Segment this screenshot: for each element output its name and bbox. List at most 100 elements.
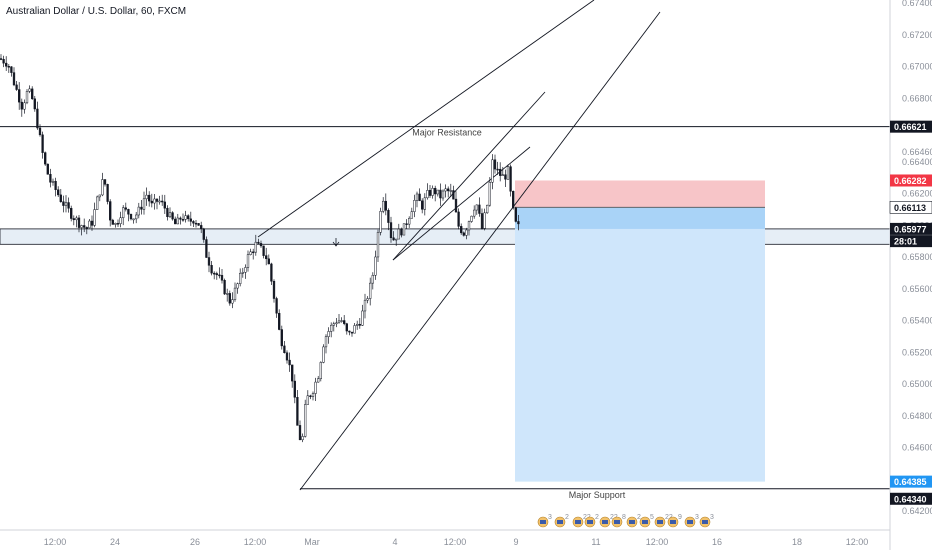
event-flag[interactable]: 3 (537, 514, 552, 528)
candle-body (517, 221, 520, 225)
price-tag-label: 0.64385 (894, 477, 927, 487)
candle-body (241, 272, 244, 274)
candle-body (51, 180, 55, 183)
candle-body (80, 225, 83, 228)
candle-body (54, 180, 57, 190)
down-arrow-icon (332, 238, 340, 247)
candle-body (148, 194, 151, 202)
candle-body (231, 299, 234, 304)
candle-body (272, 280, 276, 299)
candle-body (483, 212, 486, 229)
candle-body (246, 254, 250, 268)
time-tick-label: 4 (392, 537, 397, 547)
candle-body (67, 202, 70, 209)
take-profit-zone (515, 207, 765, 482)
candle-body (15, 84, 18, 90)
time-tick-label: 12:00 (646, 537, 669, 547)
candle-body (343, 320, 346, 324)
event-flags[interactable]: 3 2 22 2 22 8 2 5 22 9 3 3 (537, 514, 714, 528)
event-flag[interactable]: 22 (654, 514, 673, 528)
event-flag[interactable]: 3 (699, 514, 714, 528)
price-tag-label: 0.66621 (894, 122, 927, 132)
flag-icon-fill (657, 520, 663, 524)
candle-body (509, 166, 512, 192)
price-axis[interactable]: 0.67400 0.67200 0.67000 0.66800 0.664600.664… (889, 0, 932, 550)
flag-icon-fill (670, 520, 676, 524)
candle-body (413, 200, 416, 212)
price-tag-bg (890, 235, 932, 248)
price-tag-target: 0.64385 (890, 475, 932, 488)
price-tag-resistance: 0.66621 (890, 120, 932, 133)
candle-body (213, 272, 216, 275)
candle-body (335, 322, 338, 325)
candle-body (153, 198, 156, 204)
candle-body (512, 191, 515, 209)
candle-body (150, 200, 153, 204)
event-flag[interactable]: 5 (639, 514, 654, 528)
flag-icon-fill (557, 520, 563, 524)
event-count: 3 (695, 514, 699, 521)
event-flag[interactable]: 2 (554, 514, 569, 528)
candle-body (301, 436, 304, 441)
event-count: 22 (665, 514, 673, 521)
event-flag[interactable]: 9 (667, 514, 682, 528)
price-tick-label: 0.64600 (902, 443, 932, 453)
candle-body (379, 211, 382, 233)
candle-body (465, 229, 468, 236)
event-flag[interactable]: 8 (611, 514, 626, 528)
candle-body (462, 232, 465, 236)
flag-icon-fill (587, 520, 593, 524)
candle-body (103, 179, 107, 185)
candle-body (254, 241, 257, 253)
candle-body (478, 204, 481, 214)
price-tick-label: 0.65000 (902, 379, 932, 389)
candle-body (96, 196, 99, 210)
candle-body (10, 66, 13, 73)
price-tick-label: 0.66800 (902, 93, 932, 103)
candle-body (278, 312, 281, 330)
candle-body (322, 346, 325, 363)
candle-body (236, 283, 239, 289)
candle-body (176, 217, 179, 225)
candle-body (317, 378, 320, 383)
event-flag[interactable]: 2 (584, 514, 599, 528)
time-axis[interactable]: 12:00 24 26 12:00 Mar 4 12:00 9 11 12:00 16 18 12:00 (0, 529, 890, 547)
candle-body (163, 201, 166, 209)
candle-body (311, 393, 315, 397)
event-count: 22 (610, 514, 618, 521)
candle-body (387, 210, 390, 223)
candle-body (233, 287, 237, 300)
candle-body (122, 207, 125, 219)
price-tick-label: 0.65400 (902, 316, 932, 326)
candle-body (358, 323, 361, 326)
event-count: 8 (622, 514, 626, 521)
event-count: 5 (650, 514, 654, 521)
time-tick-label: 11 (591, 537, 600, 547)
candle-body (415, 193, 419, 201)
candle-body (7, 66, 10, 68)
candle-body (93, 209, 96, 226)
candle-body (452, 190, 455, 200)
candle-body (280, 329, 283, 347)
candle-body (88, 220, 91, 229)
level-label: Major Resistance (412, 128, 482, 138)
time-tick-label: 12:00 (44, 537, 67, 547)
candle-body (18, 89, 21, 103)
candle-body (189, 218, 192, 222)
candle-body (418, 193, 421, 202)
candle-body (376, 232, 380, 258)
event-flag[interactable]: 2 (626, 514, 641, 528)
event-flag[interactable]: 3 (684, 514, 699, 528)
event-count: 22 (583, 514, 591, 521)
candle-body (304, 404, 307, 437)
event-flag[interactable]: 22 (599, 514, 618, 528)
candle-body (506, 166, 510, 180)
annotations (332, 238, 340, 247)
candle-body (57, 189, 60, 196)
candle-body (12, 72, 16, 86)
event-count: 2 (595, 514, 599, 521)
event-flag[interactable]: 22 (572, 514, 591, 528)
candle-body (70, 207, 73, 219)
price-tag-support: 0.64340 (890, 492, 932, 505)
